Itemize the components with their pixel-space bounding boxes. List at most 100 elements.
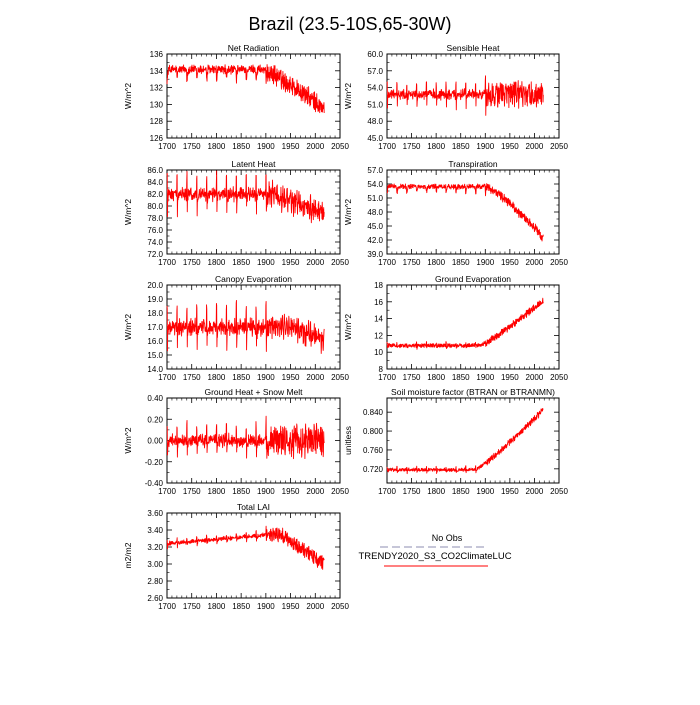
- x-tick-label: 1750: [403, 487, 421, 496]
- x-tick-label: 2000: [526, 487, 544, 496]
- y-tick-label: 54.0: [367, 180, 383, 189]
- y-tick-label: 60.0: [367, 50, 383, 59]
- x-tick-label: 1800: [427, 373, 445, 382]
- x-tick-label: 1950: [501, 258, 519, 267]
- x-tick-label: 1950: [282, 602, 300, 611]
- x-tick-label: 1750: [403, 142, 421, 151]
- x-tick-label: 1800: [427, 142, 445, 151]
- x-tick-label: 1800: [427, 487, 445, 496]
- panels: Net Radiation W/m^2 1700 1750 1800 1850 1900 19…: [123, 43, 568, 611]
- x-tick-label: 1700: [158, 373, 176, 382]
- x-tick-label: 2050: [550, 258, 568, 267]
- y-tick-label: 0.840: [363, 408, 384, 417]
- y-tick-label: 14: [374, 315, 383, 324]
- x-tick-label: 1750: [403, 258, 421, 267]
- y-tick-label: 0.720: [363, 465, 384, 474]
- y-tick-label: 10: [374, 348, 383, 357]
- x-tick-label: 1950: [501, 142, 519, 151]
- y-tick-label: 76.0: [147, 226, 163, 235]
- panel-title: Canopy Evaporation: [215, 274, 292, 284]
- y-tick-label: 126: [150, 134, 164, 143]
- y-axis-label: W/m^2: [343, 314, 353, 340]
- y-tick-label: -0.20: [145, 458, 164, 467]
- x-tick-label: 2050: [331, 602, 349, 611]
- x-tick-label: 1950: [282, 373, 300, 382]
- y-tick-label: 19.0: [147, 295, 163, 304]
- plot-frame: [386, 284, 560, 370]
- x-tick-label: 1900: [257, 258, 275, 267]
- x-tick-label: 1700: [158, 602, 176, 611]
- x-tick-label: 1850: [452, 373, 470, 382]
- y-tick-label: 54.0: [367, 84, 383, 93]
- panel-title: Sensible Heat: [447, 43, 501, 53]
- panel-title: Transpiration: [448, 159, 498, 169]
- x-tick-label: 1750: [403, 373, 421, 382]
- y-tick-label: 42.0: [367, 236, 383, 245]
- x-tick-label: 2000: [526, 258, 544, 267]
- panel-8: Soil moisture factor (BTRAN or BTRANMN) u…: [343, 387, 568, 496]
- plot-frame: [386, 169, 560, 255]
- x-tick-label: 1750: [183, 602, 201, 611]
- y-axis-label: W/m^2: [123, 427, 133, 453]
- series-line-1: [166, 415, 325, 460]
- series-line-1: [166, 64, 325, 114]
- x-tick-label: 1800: [208, 142, 226, 151]
- x-tick-label: 1950: [282, 258, 300, 267]
- y-tick-label: 136: [150, 50, 164, 59]
- y-tick-label: 0.40: [147, 394, 163, 403]
- x-tick-label: 1750: [183, 258, 201, 267]
- x-tick-label: 2050: [331, 142, 349, 151]
- y-tick-label: 18.0: [147, 309, 163, 318]
- y-tick-label: 132: [150, 84, 164, 93]
- y-tick-label: 82.0: [147, 190, 163, 199]
- y-tick-label: 16.0: [147, 337, 163, 346]
- x-tick-label: 2050: [550, 142, 568, 151]
- y-tick-label: 0.760: [363, 446, 384, 455]
- y-axis-label: W/m^2: [123, 83, 133, 109]
- x-tick-label: 1700: [158, 142, 176, 151]
- y-tick-label: 48.0: [367, 117, 383, 126]
- y-tick-label: 128: [150, 117, 164, 126]
- series-line-1: [386, 75, 544, 116]
- y-tick-label: 57.0: [367, 67, 383, 76]
- x-tick-label: 1950: [501, 487, 519, 496]
- y-tick-label: 39.0: [367, 250, 383, 259]
- x-tick-label: 2050: [331, 258, 349, 267]
- series-line-1: [386, 408, 544, 475]
- y-tick-label: 14.0: [147, 365, 163, 374]
- y-axis-label: W/m^2: [123, 199, 133, 225]
- x-tick-label: 1850: [232, 142, 250, 151]
- y-axis-label: m2/m2: [123, 542, 133, 568]
- y-tick-label: 80.0: [147, 202, 163, 211]
- x-tick-label: 1800: [208, 373, 226, 382]
- y-tick-label: 134: [150, 67, 164, 76]
- series-line-1: [166, 525, 325, 570]
- y-axis-label: unitless: [343, 426, 353, 455]
- series-line-1: [386, 183, 544, 242]
- y-tick-label: 2.60: [147, 594, 163, 603]
- y-tick-label: 45.0: [367, 222, 383, 231]
- x-tick-label: 1800: [208, 487, 226, 496]
- x-tick-label: 2000: [306, 602, 324, 611]
- panel-title: Latent Heat: [232, 159, 277, 169]
- y-tick-label: 57.0: [367, 166, 383, 175]
- y-tick-label: 3.40: [147, 526, 163, 535]
- x-tick-label: 2050: [550, 373, 568, 382]
- y-tick-label: 12: [374, 331, 383, 340]
- panel-4: Transpiration W/m^2 1700 1750 1800 1850 1900 19…: [343, 159, 568, 267]
- legend-obs-label: No Obs: [432, 533, 463, 543]
- x-tick-label: 1700: [158, 258, 176, 267]
- y-axis-label: W/m^2: [343, 83, 353, 109]
- x-tick-label: 1800: [427, 258, 445, 267]
- y-axis-label: W/m^2: [343, 199, 353, 225]
- panel-title: Net Radiation: [228, 43, 280, 53]
- y-tick-label: 0.00: [147, 437, 163, 446]
- x-tick-label: 1800: [208, 258, 226, 267]
- y-tick-label: 130: [150, 100, 164, 109]
- panel-7: Ground Heat + Snow Melt W/m^2 1700 1750 1800…: [123, 387, 349, 496]
- legend-model-label: TRENDY2020_S3_CO2ClimateLUC: [358, 551, 511, 562]
- panel-title: Ground Heat + Snow Melt: [204, 387, 303, 397]
- panel-title: Total LAI: [237, 502, 270, 512]
